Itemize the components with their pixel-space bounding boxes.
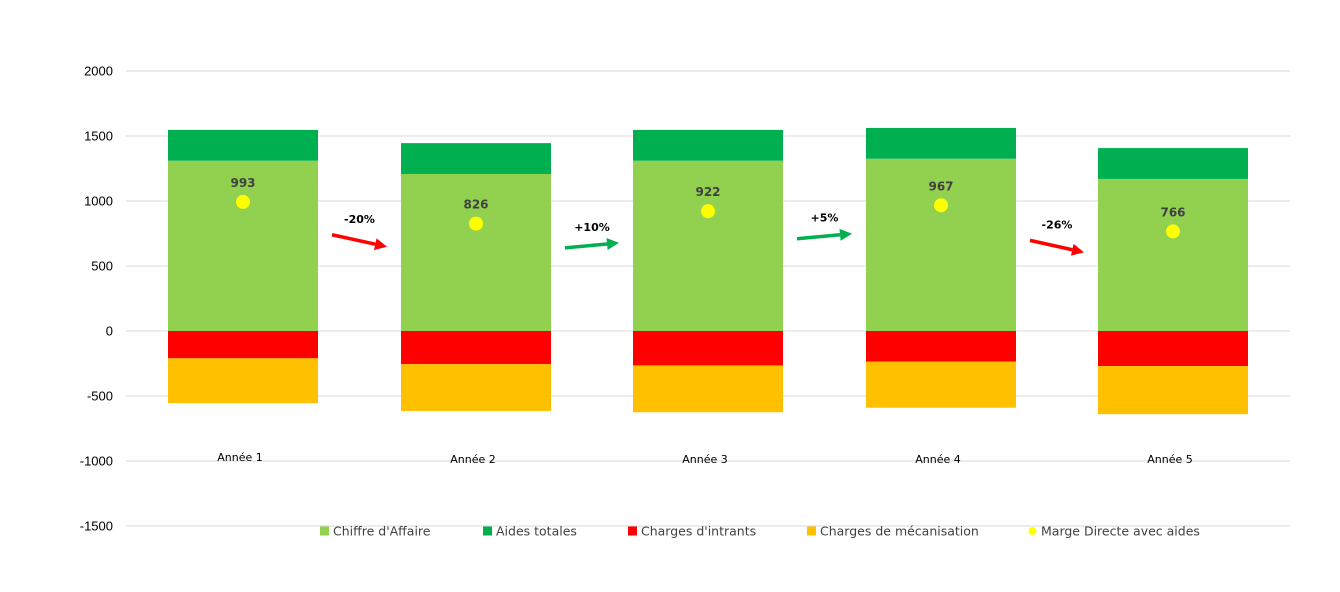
bar-segment (1098, 178, 1248, 331)
change-arrow (1029, 238, 1073, 252)
bars (168, 127, 1248, 415)
marge-point (934, 198, 948, 213)
legend-swatch (320, 526, 329, 536)
bar-segment (866, 361, 1016, 408)
marge-point (1166, 224, 1180, 239)
bar-segment (168, 129, 318, 161)
bar-segment (866, 127, 1016, 159)
marge-point (236, 194, 250, 209)
x-tick-label: Année 3 (682, 453, 728, 466)
data-label: 993 (230, 176, 255, 190)
y-tick-label: -1000 (80, 454, 113, 469)
bar-segment (401, 331, 551, 365)
y-tick-label: 1500 (84, 129, 113, 144)
legend-marker (1028, 527, 1037, 535)
legend-label: Charges de mécanisation (820, 524, 979, 539)
legend-label: Charges d'intrants (641, 524, 756, 539)
change-arrowhead (1070, 243, 1084, 256)
x-tick-label: Année 1 (217, 451, 263, 464)
legend-swatch (483, 526, 492, 536)
change-arrow (564, 242, 608, 250)
y-axis-ticks: 2000 1500 1000 500 0 -500 -1000 -1500 (80, 64, 113, 534)
change-arrow (796, 233, 841, 241)
bar-segment (401, 143, 551, 174)
y-tick-label: 0 (106, 324, 113, 339)
marge-point (701, 204, 715, 219)
change-label: +10% (574, 221, 610, 234)
bar-segment (1098, 331, 1248, 367)
legend-label: Marge Directe avec aides (1041, 524, 1200, 539)
data-label: 967 (928, 179, 953, 193)
data-label: 766 (1160, 205, 1185, 219)
x-tick-label: Année 4 (915, 453, 961, 466)
x-axis-ticks: Année 1 Année 2 Année 3 Année 4 Année 5 (217, 451, 1193, 466)
legend-swatch (807, 526, 816, 536)
marge-point (469, 216, 483, 231)
change-arrowhead (839, 228, 852, 241)
change-annotations: -20% +10% +5% -26% (331, 212, 1084, 256)
data-label: 826 (463, 198, 488, 212)
bar-segment (168, 160, 318, 331)
bar-segment (1098, 366, 1248, 415)
x-tick-label: Année 5 (1147, 453, 1193, 466)
legend-label: Chiffre d'Affaire (333, 524, 431, 539)
legend: Chiffre d'Affaire Aides totales Charges d'… (320, 524, 1200, 539)
change-arrow (331, 233, 376, 246)
bar-segment (401, 173, 551, 331)
bar-segment (1098, 148, 1248, 179)
bar-segment (633, 331, 783, 366)
y-tick-label: -500 (87, 389, 113, 404)
legend-label: Aides totales (496, 524, 577, 539)
change-label: -20% (344, 213, 375, 226)
bar-segment (633, 160, 783, 331)
y-tick-label: 1000 (84, 194, 113, 209)
change-label: -26% (1042, 218, 1073, 231)
change-arrowhead (373, 238, 387, 251)
change-arrowhead (606, 238, 619, 250)
bar-segment (866, 331, 1016, 362)
data-label: 922 (695, 185, 720, 199)
bar-segment (633, 129, 783, 161)
bar-segment (633, 365, 783, 413)
marge-points: 993 826 922 967 766 (230, 176, 1186, 239)
change-label: +5% (811, 212, 839, 225)
bar-segment (401, 364, 551, 411)
y-tick-label: 500 (91, 259, 113, 274)
x-tick-label: Année 2 (450, 453, 496, 466)
y-tick-label: -1500 (80, 519, 113, 534)
y-tick-label: 2000 (84, 64, 113, 79)
bar-segment (168, 358, 318, 404)
bar-segment (866, 158, 1016, 331)
bar-segment (168, 331, 318, 359)
legend-swatch (628, 526, 637, 536)
